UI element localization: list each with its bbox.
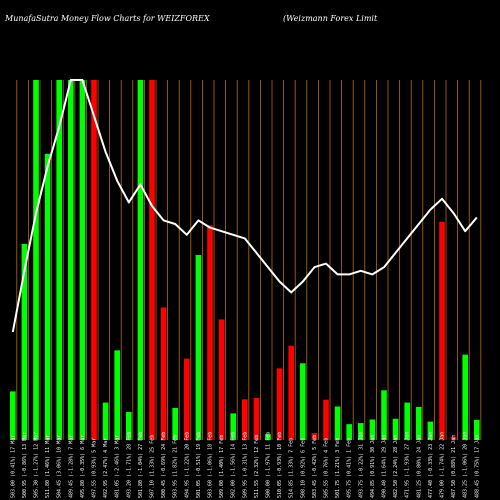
x-tick-label: 493.20 (-1.71%) 28 Feb xyxy=(126,432,132,498)
x-tick-label: 494.85 (0.91%) 30 Jan xyxy=(370,435,376,498)
bar-down xyxy=(149,80,155,440)
bar-up xyxy=(114,350,120,440)
x-tick-label: 503.45 (-0.42%) 5 Feb xyxy=(312,435,318,498)
x-tick-label: 503.00 (0.41%) 17 Mar xyxy=(10,435,16,498)
bar-up xyxy=(358,423,364,440)
x-tick-label: 501.75 (1.21%) 3 Feb xyxy=(335,438,341,498)
x-tick-label: 493.75 (-0.22%) 31 Jan xyxy=(358,432,364,498)
bar-up xyxy=(102,402,109,440)
bar-up xyxy=(462,354,468,440)
x-tick-label: 487.50 (0.88%) 21 Jan xyxy=(451,435,457,498)
x-tick-label: 504.45 (3.06%) 10 Mar xyxy=(57,435,63,498)
bar-up xyxy=(33,80,39,440)
bar-up xyxy=(44,153,51,441)
bar-down xyxy=(207,225,213,440)
bar-down xyxy=(91,80,97,440)
x-tick-label: 508.10 (0.92%) 6 Feb xyxy=(300,438,306,498)
bar-up xyxy=(416,406,422,440)
bar-down xyxy=(160,307,167,440)
x-tick-label: 500.00 (-1.97%) 11 Feb xyxy=(266,432,272,498)
x-tick-labels: 503.00 (0.41%) 17 Mar 500.95 (-0.86%) 13 … xyxy=(10,432,480,498)
x-tick-label: 500.95 (-0.86%) 13 Mar xyxy=(22,432,28,498)
money-flow-line xyxy=(11,79,478,333)
bar-down xyxy=(184,358,190,440)
bar-down xyxy=(450,436,457,440)
bar-up xyxy=(21,243,28,440)
x-tick-label: 509.00 (1.40%) 17 Feb xyxy=(219,435,225,498)
bar-up xyxy=(474,419,480,440)
bars xyxy=(10,80,480,441)
x-tick-label: 511.80 (1.46%) 11 Mar xyxy=(45,435,51,498)
bar-up xyxy=(346,424,352,440)
bar-up xyxy=(369,419,376,440)
x-tick-label: 507.10 (1.33%) 25 Feb xyxy=(150,435,156,498)
bar-down xyxy=(242,399,248,440)
x-tick-label: 503.95 (1.82%) 21 Feb xyxy=(173,435,179,498)
bar-up xyxy=(381,390,387,440)
bar-up xyxy=(10,391,16,440)
x-tick-label: 510.05 (-0.93%) 10 Feb xyxy=(277,432,283,498)
bar-up xyxy=(79,80,86,440)
x-tick-label: 509.95 (-0.31%) 13 Feb xyxy=(242,432,248,498)
bar-up xyxy=(392,418,399,440)
bar-down xyxy=(323,399,329,440)
x-tick-label: 505.55 (0.76%) 4 Feb xyxy=(324,438,330,498)
bar-up xyxy=(300,363,306,440)
x-tick-label: 471.95 (-1.93%) 27 Jan xyxy=(405,432,411,498)
bar-up xyxy=(265,434,271,440)
x-tick-label: 500.45 (-0.69%) 24 Feb xyxy=(161,432,167,498)
x-tick-label: 489.45 (-1.28%) 7 Mar xyxy=(68,435,74,498)
x-tick-label: 511.55 (2.32%) 12 Feb xyxy=(254,435,260,498)
chart-subtitle: (Weizmann Forex Limit xyxy=(283,14,378,23)
bar-up xyxy=(126,411,132,440)
x-tick-label: 497.55 (0.93%) 5 Mar xyxy=(92,438,98,498)
x-tick-label: 483.25 (-1.06%) 20 Jan xyxy=(463,432,469,498)
bar-up xyxy=(334,406,341,440)
x-tick-label: 477.40 (-0.33%) 23 Jan xyxy=(428,432,434,498)
x-tick-label: 492.95 (2.47%) 4 Mar xyxy=(103,438,109,498)
bar-up xyxy=(172,407,178,440)
bar-up xyxy=(137,80,144,440)
x-tick-label: 502.00 (-1.56%) 14 Feb xyxy=(231,432,237,498)
x-tick-label: 482.50 (2.24%) 28 Jan xyxy=(393,435,399,498)
bar-up xyxy=(195,254,202,440)
x-tick-label: 481.25 (0.80%) 24 Jan xyxy=(416,435,422,498)
bar-down xyxy=(288,345,294,440)
grid-lines xyxy=(16,80,482,440)
x-tick-label: 495.80 (-0.35%) 6 Mar xyxy=(80,435,86,498)
bar-up xyxy=(427,421,434,440)
bar-down xyxy=(311,433,318,440)
bar-up xyxy=(68,80,74,440)
x-tick-label: 501.05 (-0.51%) 19 Feb xyxy=(196,432,202,498)
x-tick-label: 481.05 (-2.46%) 3 Mar xyxy=(115,435,121,498)
bar-down xyxy=(253,397,260,440)
bar-up xyxy=(56,80,62,440)
bar-up xyxy=(230,413,236,440)
x-tick-label: 490.40 (1.64%) 29 Jan xyxy=(382,435,388,498)
x-tick-label: 503.60 (-1.06%) 18 Feb xyxy=(208,432,214,498)
x-tick-label: 514.85 (1.33%) 7 Feb xyxy=(289,438,295,498)
x-tick-label: 479.00 (-1.74%) 22 Jan xyxy=(440,432,446,498)
x-tick-label: 488.45 (0.75%) 17 Jan xyxy=(474,435,480,498)
x-tick-label: 501.80 (-1.04%) 27 Feb xyxy=(138,432,144,498)
chart-title: MunafaSutra Money Flow Charts for WEIZFO… xyxy=(4,14,210,23)
x-tick-label: 505.30 (-1.27%) 12 Mar xyxy=(34,432,40,498)
x-tick-label: 494.95 (-1.22%) 20 Feb xyxy=(184,432,190,498)
bar-up xyxy=(404,402,410,440)
x-tick-label: 495.75 (0.41%) 1 Feb xyxy=(347,438,353,498)
bar-down xyxy=(439,221,445,440)
bar-down xyxy=(218,319,225,440)
bar-down xyxy=(276,368,283,440)
